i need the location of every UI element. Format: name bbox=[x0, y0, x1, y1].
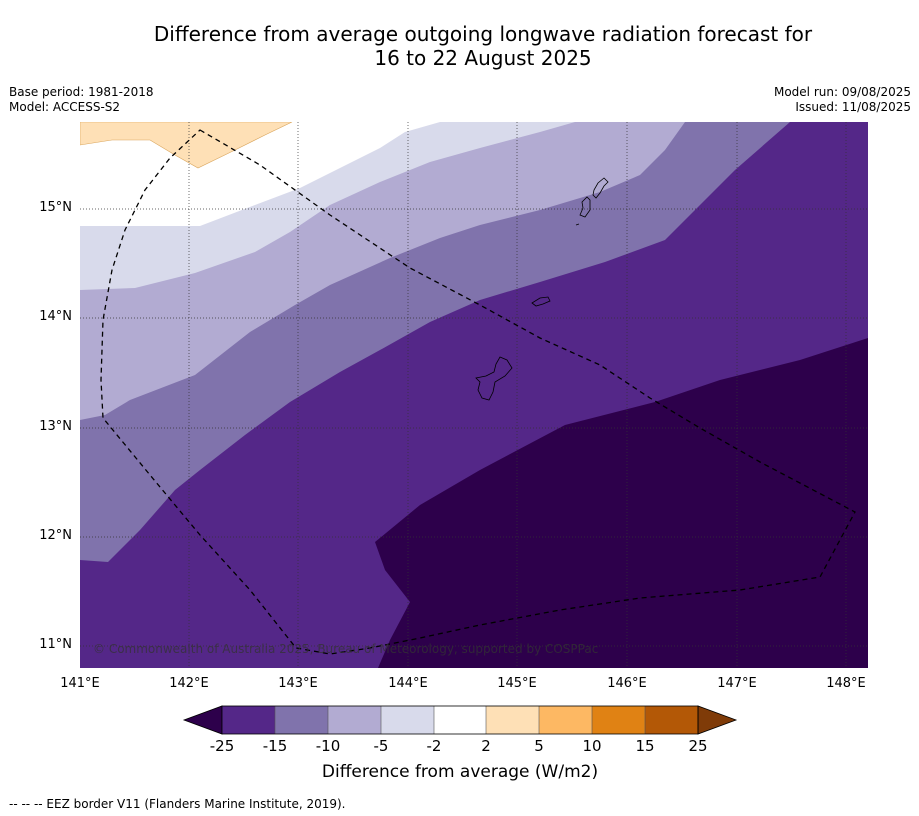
cb-tick-plus10: 10 bbox=[582, 737, 602, 755]
chart-title: Difference from average outgoing longwav… bbox=[60, 22, 906, 70]
colorbar-swatch-7 bbox=[539, 706, 592, 734]
colorbar-extend-high bbox=[697, 705, 738, 735]
lon-label-144: 144°E bbox=[388, 676, 428, 691]
lat-label-11: 11°N bbox=[39, 637, 72, 652]
island-guam bbox=[475, 356, 513, 401]
colorbar-title: Difference from average (W/m2) bbox=[321, 762, 599, 782]
lat-label-14: 14°N bbox=[39, 309, 72, 324]
lon-label-146: 146°E bbox=[607, 676, 647, 691]
island-saipan bbox=[592, 177, 609, 199]
grid-lines bbox=[80, 122, 868, 668]
cb-tick-minus5: -5 bbox=[373, 737, 389, 755]
lon-label-147: 147°E bbox=[717, 676, 757, 691]
cb-tick-plus15: 15 bbox=[635, 737, 655, 755]
title-line-1: Difference from average outgoing longwav… bbox=[153, 22, 813, 46]
model-run: Model run: 09/08/2025 bbox=[773, 85, 911, 99]
lon-label-141: 141°E bbox=[60, 676, 100, 691]
cb-tick-minus25: -25 bbox=[209, 737, 235, 755]
issued-date: Issued: 11/08/2025 bbox=[795, 100, 911, 114]
cb-tick-minus15: -15 bbox=[262, 737, 288, 755]
colorbar-swatch-6 bbox=[486, 706, 539, 734]
model-name: Model: ACCESS-S2 bbox=[9, 100, 121, 114]
island-rota bbox=[531, 296, 551, 307]
island-aguijan bbox=[575, 223, 580, 226]
colorbar-swatch-5 bbox=[434, 706, 486, 734]
lat-label-15: 15°N bbox=[39, 200, 72, 215]
colorbar-swatch-1 bbox=[222, 706, 275, 734]
colorbar-swatch-4 bbox=[381, 706, 434, 734]
cb-tick-plus2: 2 bbox=[481, 737, 491, 755]
lat-label-12: 12°N bbox=[39, 528, 72, 543]
colorbar bbox=[182, 705, 738, 735]
islands bbox=[475, 177, 609, 401]
lon-label-148: 148°E bbox=[826, 676, 866, 691]
colorbar-swatch-9 bbox=[645, 706, 698, 734]
cb-tick-plus5: 5 bbox=[534, 737, 544, 755]
colorbar-extend-low bbox=[182, 705, 223, 735]
cb-tick-minus10: -10 bbox=[315, 737, 341, 755]
eez-footer-note: -- -- -- EEZ border V11 (Flanders Marine… bbox=[9, 797, 346, 811]
colorbar-swatch-8 bbox=[592, 706, 645, 734]
island-tinian bbox=[579, 196, 591, 218]
lon-label-142: 142°E bbox=[169, 676, 209, 691]
meta-left: Base period: 1981-2018 Model: ACCESS-S2 bbox=[9, 85, 154, 115]
map-area: © Commonwealth of Australia 2025, Bureau… bbox=[80, 122, 868, 668]
title-line-2: 16 to 22 August 2025 bbox=[374, 46, 592, 70]
eez-border bbox=[100, 129, 856, 655]
map-copyright: © Commonwealth of Australia 2025, Bureau… bbox=[93, 642, 598, 656]
band-plus2-to-plus5 bbox=[80, 122, 293, 169]
lon-label-143: 143°E bbox=[278, 676, 318, 691]
lon-label-145: 145°E bbox=[497, 676, 537, 691]
cb-tick-plus25: 25 bbox=[688, 737, 708, 755]
cb-tick-minus2: -2 bbox=[426, 737, 442, 755]
base-period: Base period: 1981-2018 bbox=[9, 85, 154, 99]
colorbar-swatch-3 bbox=[328, 706, 381, 734]
lat-label-13: 13°N bbox=[39, 419, 72, 434]
colorbar-swatch-2 bbox=[275, 706, 328, 734]
meta-right: Model run: 09/08/2025 Issued: 11/08/2025 bbox=[774, 85, 911, 115]
